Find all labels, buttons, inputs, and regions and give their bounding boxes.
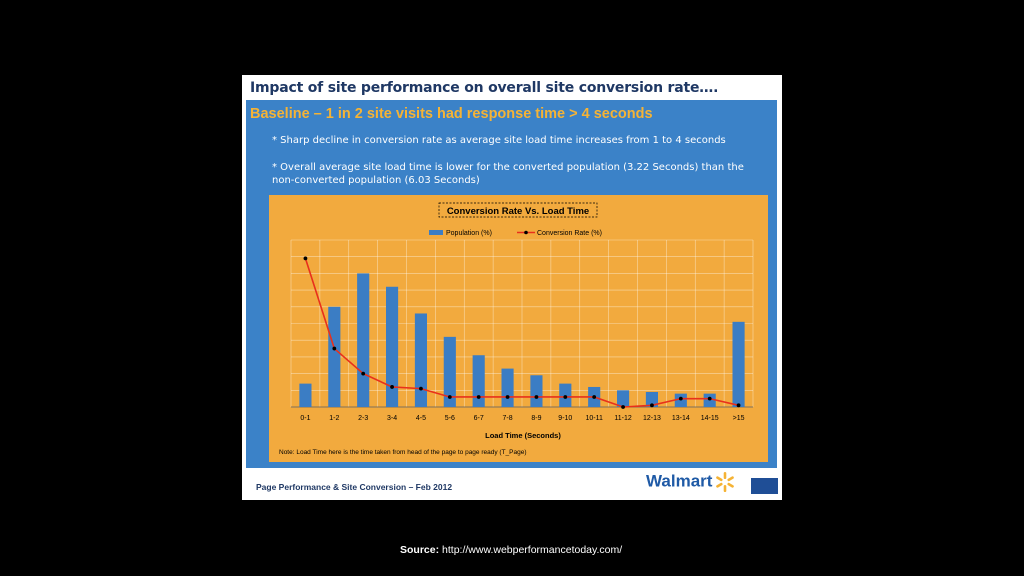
bar-5-6: [443, 336, 456, 407]
x-tick-label: 0-1: [300, 415, 310, 422]
bar-2-3: [357, 273, 370, 407]
x-tick-label: 14-15: [701, 415, 719, 422]
point-12-13: [650, 403, 654, 408]
x-axis-label: Load Time (Seconds): [485, 431, 561, 440]
point-0-1: [303, 256, 308, 261]
slide: Impact of site performance on overall si…: [242, 75, 782, 500]
chart-title: Conversion Rate Vs. Load Time: [447, 206, 589, 217]
logo-text: Walmart: [646, 471, 713, 491]
x-tick-label: 7-8: [503, 415, 513, 422]
conversion-chart: Conversion Rate Vs. Load Time Population…: [290, 202, 754, 440]
chart-area: Conversion Rate Vs. Load Time Population…: [269, 195, 768, 462]
x-tick-label: 11-12: [614, 415, 631, 422]
bar-3-4: [385, 286, 399, 407]
bar-6-7: [472, 355, 485, 407]
chart-legend: Population (%) Conversion Rate (%): [429, 230, 602, 237]
bar-4-5: [414, 313, 428, 407]
x-tick-label: 4-5: [416, 415, 426, 422]
x-tick-label: >15: [733, 415, 745, 422]
conversion-rate-line: [304, 258, 739, 408]
point-11-12: [621, 405, 625, 409]
point-9-10: [563, 395, 568, 399]
x-tick-label: 9-10: [558, 415, 572, 422]
point-6-7: [476, 395, 481, 399]
bullet-1: * Sharp decline in conversion rate as av…: [272, 135, 726, 146]
bar-0-1: [299, 383, 312, 407]
x-tick-label: 13-14: [672, 415, 690, 422]
bar-1-2: [328, 306, 341, 407]
slide-subheading: Baseline – 1 in 2 site visits had respon…: [250, 106, 653, 122]
x-tick-label: 8-9: [531, 415, 541, 422]
bar-12-13: [645, 391, 659, 407]
line-series: [303, 256, 741, 409]
corner-block: [751, 478, 778, 494]
bar-series: [299, 273, 745, 407]
chart-note: Note: Load Time here is the time taken f…: [279, 449, 527, 456]
walmart-spark-icon: [716, 472, 735, 492]
point->15: [736, 403, 741, 408]
slide-footer: Page Performance & Site Conversion – Feb…: [256, 482, 453, 492]
x-tick-labels: 0-1 1-2 2-3 3-4 4-5 5-6 6-7 7-8 8-9 9-10 10-11 11-1…: [300, 415, 744, 422]
x-tick-label: 2-3: [358, 415, 368, 422]
chart-title-box: [438, 202, 598, 218]
point-14-15: [707, 396, 712, 401]
source-caption: Source: http://www.webperformancetoday.c…: [400, 544, 622, 556]
point-8-9: [534, 395, 539, 399]
point-3-4: [390, 385, 394, 389]
point-1-2: [332, 346, 337, 351]
bar-11-12: [616, 390, 630, 407]
x-tick-label: 1-2: [329, 415, 339, 422]
walmart-logo: Walmart: [646, 471, 736, 493]
point-2-3: [361, 371, 366, 376]
bullet-2: * Overall average site load time is lowe…: [272, 162, 744, 186]
x-tick-label: 10-11: [585, 415, 602, 422]
point-13-14: [678, 396, 683, 401]
source-label: Source:: [400, 544, 440, 556]
point-7-8: [505, 395, 510, 399]
slide-heading: Impact of site performance on overall si…: [250, 80, 719, 96]
bar-7-8: [501, 368, 514, 407]
x-tick-label: 12-13: [643, 415, 661, 422]
legend-label-population: Population (%): [446, 230, 492, 237]
x-tick-label: 6-7: [474, 415, 484, 422]
point-4-5: [419, 386, 423, 391]
legend-bar-swatch: [429, 230, 443, 235]
source-url[interactable]: http://www.webperformancetoday.com/: [442, 544, 623, 556]
point-10-11: [592, 395, 597, 399]
point-5-6: [447, 395, 452, 399]
x-tick-label: 3-4: [387, 415, 397, 422]
content-panel: Baseline – 1 in 2 site visits had respon…: [246, 100, 777, 468]
legend-line-marker: [524, 230, 528, 235]
x-tick-label: 5-6: [445, 415, 455, 422]
legend-label-conversion: Conversion Rate (%): [537, 230, 602, 237]
bar->15: [732, 321, 745, 407]
bar-8-9: [530, 375, 543, 407]
